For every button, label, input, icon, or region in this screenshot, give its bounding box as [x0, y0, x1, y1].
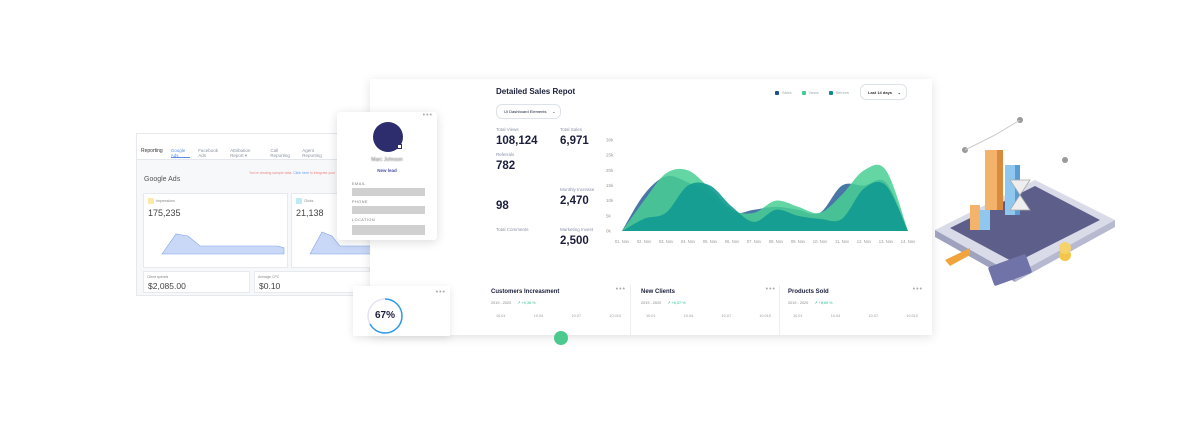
chart-legend: Sales Views Returns: [775, 91, 849, 95]
google-ads-title: Google Ads: [144, 176, 181, 183]
marketing-invest-value: 2,500: [560, 235, 589, 247]
y-tick-label: 0k: [606, 229, 612, 234]
x-tick-label: 12. Nov: [857, 239, 872, 244]
x-tick-label: 09. Nov: [791, 239, 806, 244]
sales-area-chart: 0k 5k 10k 15k 20k 25k 30k 01. Nov 02. Nov 03. Nov…: [606, 138, 915, 245]
total-sales-label: Total Sales: [560, 127, 583, 132]
x-tick-label: 13. Nov: [879, 239, 894, 244]
reporting-panel: Reporting Google Ads Facebook Ads Attrib…: [136, 133, 372, 296]
date-range-dropdown[interactable]: Last 14 days ⌄: [860, 84, 908, 100]
y-tick-label: 5k: [606, 213, 612, 218]
tab-attribution[interactable]: Attribution Report ▾: [230, 148, 251, 158]
customers-card: Customers Increasment 2019 - 2020 ↗ +9,36…: [491, 286, 626, 345]
change-badge: ↗ +9,36 %: [517, 301, 536, 305]
clicks-chart: [309, 231, 372, 255]
area-series-returns: [622, 181, 908, 231]
reporting-tabs: Reporting Google Ads Facebook Ads Attrib…: [137, 134, 369, 160]
location-label: LOCATION: [352, 218, 376, 222]
y-tick-label: 10k: [606, 198, 614, 203]
client-spends-card: Client spends $2,085.00: [143, 271, 250, 293]
more-icon[interactable]: •••: [615, 286, 626, 293]
sample-notice: You're viewing sample data. Click here t…: [249, 171, 336, 175]
chevron-down-icon: ⌄: [897, 90, 902, 95]
y-tick-label: 15k: [606, 183, 614, 188]
monthly-increase-value: 2,470: [560, 195, 589, 207]
tab-google-ads[interactable]: Google Ads: [170, 148, 191, 158]
lead-status: New lead: [377, 168, 397, 173]
monthly-increase-label: Monthly Increase: [560, 187, 595, 192]
x-tick-label: 03. Nov: [659, 239, 674, 244]
legend-views: Views: [801, 91, 819, 95]
products-sold-card: Products Sold 2019 - 2020 ↗ +8,69 % 10.01…: [788, 286, 923, 318]
profile-card: ••• Marc Johnson New lead EMAIL PHONE LO…: [337, 112, 437, 240]
change-badge: ↗ +6,57 %: [667, 301, 686, 305]
x-tick-label: 01. Nov: [615, 239, 630, 244]
change-badge: ↗ +8,69 %: [814, 301, 833, 305]
impressions-chart: [161, 233, 285, 255]
kpi-cards: Customers Increasment 2019 - 2020 ↗ +9,36…: [482, 285, 932, 345]
x-tick-label: 04. Nov: [681, 239, 696, 244]
x-tick-label: 10. Nov: [813, 239, 828, 244]
total-views-value: 108,124: [496, 135, 538, 147]
referrals-label: Referrals: [496, 152, 515, 157]
marketing-invest-label: Marketing Invest: [560, 227, 594, 232]
more-icon[interactable]: •••: [422, 112, 433, 119]
dashboard-dropdown[interactable]: UI Dashboard Elements ⌄: [496, 104, 562, 119]
tab-facebook-ads[interactable]: Facebook Ads: [198, 148, 218, 158]
location-field[interactable]: [352, 225, 425, 235]
x-tick-label: 06. Nov: [725, 239, 740, 244]
email-label: EMAIL: [352, 182, 366, 186]
total-sales-value: 6,971: [560, 135, 589, 147]
new-clients-card: New Clients 2019 - 2020 ↗ +6,57 % 10.01 10…: [641, 286, 776, 318]
tab-call-reporting[interactable]: Call Reporting: [270, 148, 290, 158]
phone-label: PHONE: [352, 200, 369, 204]
impressions-icon: [148, 198, 154, 204]
chart-marker: [554, 331, 568, 345]
y-tick-label: 20k: [606, 168, 614, 173]
tab-reporting[interactable]: Reporting: [141, 148, 163, 154]
more-icon[interactable]: •••: [435, 289, 446, 296]
status-dot: [397, 144, 402, 149]
more-icon[interactable]: •••: [912, 286, 923, 293]
sales-report-panel: Detailed Sales Repot UI Dashboard Elemen…: [370, 79, 932, 345]
x-tick-label: 07. Nov: [747, 239, 762, 244]
clicks-icon: [296, 198, 302, 204]
x-tick-label: 11. Nov: [835, 239, 850, 244]
contact-name: Marc Johnson: [371, 157, 403, 163]
impressions-card: Impressions 175,235: [143, 193, 288, 268]
progress-ring: [367, 298, 403, 334]
more-icon[interactable]: •••: [765, 286, 776, 293]
x-tick-label: 02. Nov: [637, 239, 652, 244]
analytics-illustration: [935, 117, 1115, 286]
total-comments-value: 98: [496, 200, 509, 212]
referrals-value: 782: [496, 160, 516, 172]
phone-field[interactable]: [352, 206, 425, 214]
x-tick-label: 05. Nov: [703, 239, 718, 244]
y-tick-label: 25k: [606, 153, 614, 158]
x-tick-label: 08. Nov: [769, 239, 784, 244]
progress-card: ••• 67%: [353, 286, 450, 336]
average-cpc-card: Average CPC $0.10: [254, 271, 371, 293]
legend-returns: Returns: [828, 91, 849, 95]
tab-agent-reporting[interactable]: Agent Reporting: [302, 148, 322, 158]
y-tick-label: 30k: [606, 138, 614, 143]
x-tick-label: 14. Nov: [901, 239, 915, 244]
total-comments-label: Total Comments: [496, 227, 529, 232]
progress-value: 67%: [374, 310, 395, 321]
total-views-label: Total Views: [496, 127, 519, 132]
sales-report-title: Detailed Sales Repot: [496, 87, 576, 96]
chevron-down-icon: ⌄: [552, 109, 556, 114]
legend-sales: Sales: [775, 91, 792, 95]
email-field[interactable]: [352, 188, 425, 196]
integrate-link[interactable]: Click here: [293, 171, 309, 175]
